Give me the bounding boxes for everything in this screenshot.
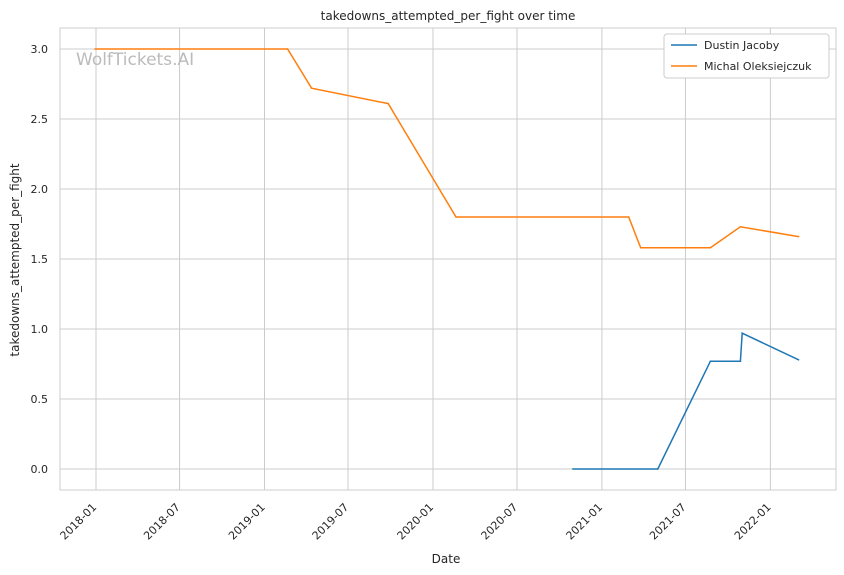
x-tick-label: 2019-01 <box>226 501 268 543</box>
data-point-michal-oleksiejczuk <box>797 235 800 238</box>
y-tick-label: 3.0 <box>31 43 49 56</box>
data-point-michal-oleksiejczuk <box>94 48 96 50</box>
y-tick-label: 1.0 <box>31 323 49 336</box>
data-point-dustin-jacoby <box>572 468 574 470</box>
x-axis-label: Date <box>432 552 461 566</box>
plot-frame <box>59 27 837 491</box>
data-point-michal-oleksiejczuk <box>387 102 389 105</box>
y-tick-label: 1.5 <box>31 253 49 266</box>
x-tick-label: 2020-01 <box>395 501 437 543</box>
series-line-dustin-jacoby <box>572 332 799 470</box>
data-point-dustin-jacoby <box>741 332 744 335</box>
data-point-michal-oleksiejczuk <box>639 247 642 249</box>
x-tick-label: 2021-07 <box>647 501 689 543</box>
y-tick-label: 2.5 <box>31 113 49 126</box>
data-point-dustin-jacoby <box>656 468 659 470</box>
data-point-dustin-jacoby <box>797 359 800 361</box>
x-tick-label: 2019-07 <box>310 501 352 543</box>
x-tick-label: 2018-01 <box>58 501 100 543</box>
y-tick-label: 0.5 <box>31 393 49 406</box>
series-lines <box>94 48 800 470</box>
chart-title: takedowns_attempted_per_fight over time <box>321 9 576 23</box>
data-point-dustin-jacoby <box>709 360 712 363</box>
legend-box <box>663 33 830 79</box>
data-point-dustin-jacoby <box>739 360 742 363</box>
x-tick-label: 2021-01 <box>564 501 606 543</box>
legend: Dustin Jacoby Michal Oleksiejczuk <box>663 33 830 79</box>
data-point-michal-oleksiejczuk <box>739 226 742 228</box>
data-point-michal-oleksiejczuk <box>455 216 457 218</box>
data-point-michal-oleksiejczuk <box>310 87 313 89</box>
x-tick-label: 2018-07 <box>141 501 183 543</box>
y-tick-labels: 0.0 0.5 1.0 1.5 2.0 2.5 3.0 <box>31 43 49 476</box>
data-point-michal-oleksiejczuk <box>286 48 289 50</box>
legend-label-michal-oleksiejczuk: Michal Oleksiejczuk <box>704 60 812 73</box>
watermark: WolfTickets.AI <box>76 50 194 70</box>
y-axis-label: takedowns_attempted_per_fight <box>8 163 22 356</box>
grid <box>60 28 836 490</box>
x-tick-label: 2020-07 <box>479 501 521 543</box>
data-point-michal-oleksiejczuk <box>709 247 712 249</box>
x-tick-labels: 2018-01 2018-07 2019-01 2019-07 2020-01 2020-… <box>58 501 774 543</box>
data-point-michal-oleksiejczuk <box>627 216 630 218</box>
series-line-michal-oleksiejczuk <box>95 48 799 249</box>
y-tick-label: 2.0 <box>31 183 49 196</box>
x-tick-label: 2022-01 <box>732 501 774 543</box>
legend-label-dustin-jacoby: Dustin Jacoby <box>704 39 780 52</box>
y-tick-label: 0.0 <box>31 463 49 476</box>
